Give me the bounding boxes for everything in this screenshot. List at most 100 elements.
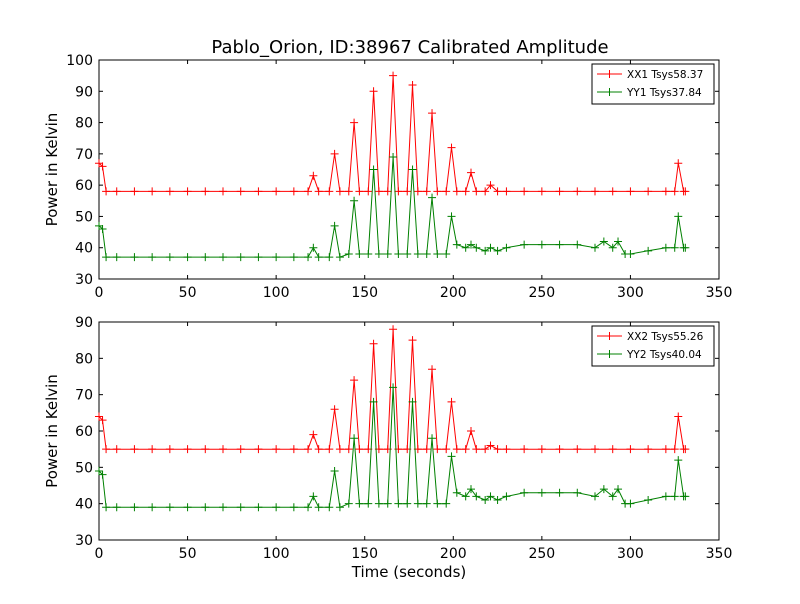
data-point — [502, 445, 511, 454]
data-point — [467, 240, 475, 249]
data-point — [201, 187, 210, 196]
data-point — [254, 503, 263, 512]
data-point — [130, 445, 139, 454]
data-point — [112, 253, 121, 262]
data-point — [325, 187, 334, 196]
data-point — [403, 499, 412, 508]
data-point — [674, 159, 683, 168]
legend: XX2 Tsys55.26 YY2 Tsys40.04 — [591, 325, 715, 367]
data-point — [520, 240, 529, 249]
data-point — [314, 445, 323, 454]
data-point — [102, 253, 111, 262]
legend-marker — [605, 350, 614, 358]
data-point — [442, 499, 451, 508]
data-point — [413, 499, 422, 508]
data-point — [335, 253, 344, 262]
data-point — [330, 221, 339, 230]
y-tick-label: 30 — [75, 272, 93, 288]
data-point — [98, 470, 107, 479]
data-point — [481, 246, 490, 255]
x-tick-label: 100 — [263, 285, 290, 301]
data-point — [369, 397, 378, 406]
data-point — [289, 445, 298, 454]
data-point — [591, 243, 599, 252]
data-point — [481, 445, 490, 454]
data-point — [599, 485, 608, 494]
data-point — [330, 149, 339, 158]
subplot-top: 0 50 100 150 200 250 300 350 30 40 50 60 70 80 90 100 Po… — [43, 53, 732, 301]
chart-title: Pablo_Orion, ID:38967 Calibrated Amplitu… — [211, 37, 608, 58]
data-point — [355, 445, 364, 454]
data-point — [614, 485, 623, 494]
data-point — [335, 445, 344, 454]
series-line — [98, 329, 686, 450]
data-point — [289, 187, 298, 196]
x-tick-label: 50 — [179, 546, 197, 562]
x-tick-label: 100 — [263, 546, 290, 562]
data-point — [236, 253, 245, 262]
data-point — [452, 187, 461, 196]
data-point — [555, 187, 564, 196]
data-point — [502, 187, 511, 196]
data-point — [433, 249, 442, 258]
data-point — [219, 253, 227, 262]
data-point — [447, 397, 456, 406]
legend-box — [591, 63, 715, 105]
data-point — [389, 383, 398, 392]
data-point — [481, 187, 490, 196]
data-point — [493, 187, 502, 196]
data-point — [389, 71, 398, 80]
data-point — [335, 503, 344, 512]
data-point — [350, 376, 359, 385]
data-point — [422, 249, 431, 258]
data-point — [626, 499, 635, 508]
data-point — [608, 445, 617, 454]
data-point — [254, 445, 263, 454]
data-point — [374, 187, 383, 196]
data-point — [130, 187, 139, 196]
data-point — [493, 445, 502, 454]
data-point — [447, 212, 456, 221]
x-tick-label: 50 — [179, 285, 197, 301]
data-point — [644, 187, 653, 196]
y-tick-label: 70 — [75, 147, 93, 163]
data-point — [201, 445, 210, 454]
data-point — [102, 503, 111, 512]
data-point — [452, 488, 461, 497]
y-tick-label: 50 — [75, 460, 93, 476]
data-point — [355, 187, 364, 196]
series-line — [98, 156, 686, 258]
data-point — [452, 445, 461, 454]
x-tick-label: 300 — [617, 546, 644, 562]
data-point — [452, 240, 461, 249]
data-point — [330, 466, 339, 475]
data-point — [626, 187, 635, 196]
legend-marker — [605, 70, 614, 78]
data-point — [394, 249, 403, 258]
data-point — [335, 187, 344, 196]
data-point — [493, 496, 502, 505]
data-point — [422, 445, 431, 454]
data-point — [573, 488, 582, 497]
y-tick-label: 90 — [75, 84, 93, 100]
data-point — [325, 253, 334, 262]
data-point — [573, 445, 582, 454]
data-point — [674, 412, 683, 421]
data-point — [369, 87, 378, 96]
data-point — [461, 492, 470, 501]
data-point — [467, 485, 475, 494]
y-tick-label: 50 — [75, 209, 93, 225]
legend-label: XX1 Tsys58.37 — [627, 69, 703, 81]
data-point — [325, 445, 334, 454]
series-1 — [95, 152, 690, 262]
data-point — [309, 171, 318, 180]
data-point — [674, 212, 683, 221]
x-tick-label: 300 — [617, 285, 644, 301]
data-point — [219, 445, 227, 454]
data-point — [661, 187, 670, 196]
data-point — [614, 237, 623, 246]
data-point — [670, 243, 679, 252]
data-point — [314, 253, 323, 262]
